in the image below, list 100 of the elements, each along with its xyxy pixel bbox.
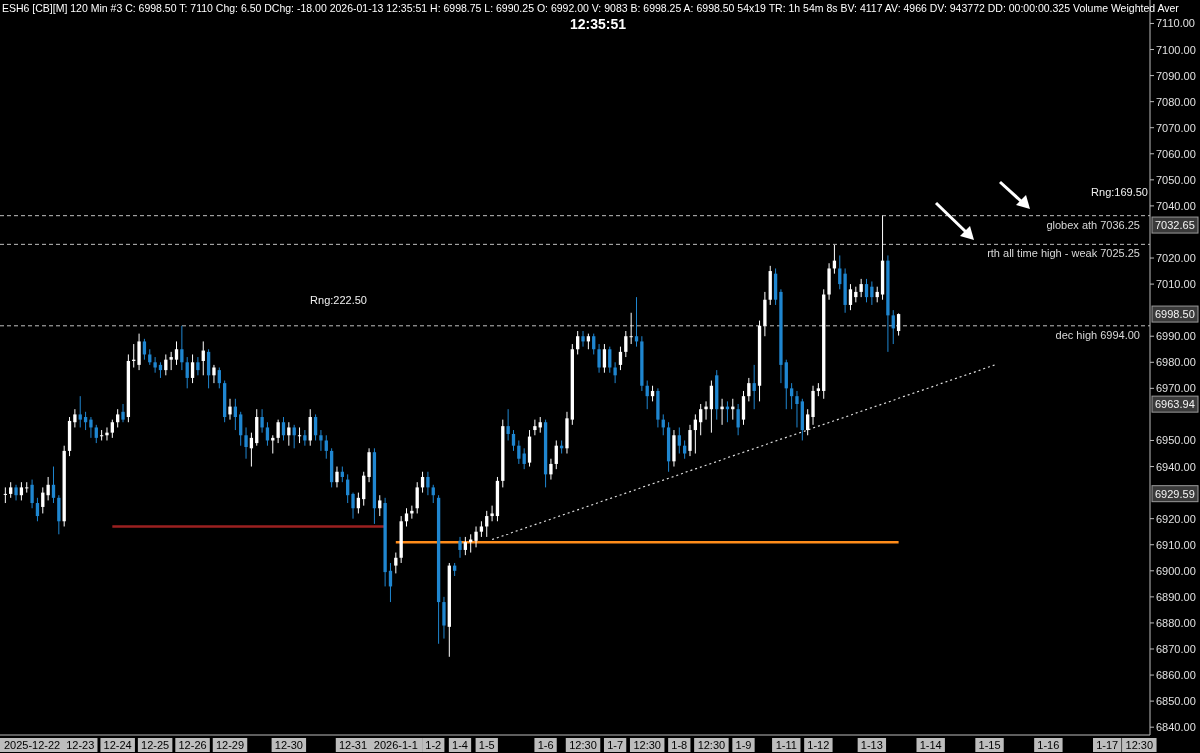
candlestick: [463, 536, 468, 556]
candlestick: [116, 408, 120, 428]
candlestick: [153, 356, 157, 374]
candlestick: [351, 492, 355, 520]
candlestick: [741, 390, 746, 426]
candlestick: [533, 419, 537, 436]
y-tick-label: 7020.00: [1156, 252, 1196, 265]
candlestick: [613, 361, 617, 384]
x-tick-label: 12-25: [141, 739, 170, 751]
x-tick-label: 1-15: [978, 739, 1001, 751]
y-tick-label: 7070.00: [1156, 121, 1196, 134]
candlestick: [581, 330, 585, 348]
candlestick: [549, 458, 553, 481]
x-tick-label: 1-16: [1037, 739, 1060, 751]
candlestick: [624, 330, 628, 358]
candlestick: [629, 312, 633, 345]
y-tick-label: 7080.00: [1156, 95, 1196, 108]
line-series: [491, 364, 996, 541]
x-tick-label: 1-9: [735, 739, 752, 751]
candlestick: [265, 421, 270, 447]
candlestick: [789, 382, 794, 410]
candlestick: [736, 403, 740, 436]
candlestick: [185, 356, 189, 389]
ref-line-label: globex ath 7036.25: [1046, 218, 1140, 231]
candlestick: [212, 364, 216, 384]
candlestick: [78, 395, 82, 428]
candlestick: [806, 408, 810, 436]
y-tick-label: 7090.00: [1156, 69, 1196, 82]
candlestick: [292, 424, 296, 449]
ref-line-label: dec high 6994.00: [1055, 328, 1140, 341]
x-tick-label: 1-4: [452, 739, 468, 751]
candlestick: [30, 479, 34, 509]
x-tick-label: 12-30: [274, 739, 303, 751]
candlestick: [180, 325, 184, 371]
x-tick-label: 12-26: [178, 739, 207, 751]
candlestick: [217, 367, 221, 389]
candlestick: [287, 421, 291, 447]
candlestick: [592, 333, 596, 355]
candlestick: [848, 283, 853, 311]
annotation: Rng:169.50: [1091, 186, 1148, 198]
candlestick: [324, 434, 328, 460]
candlestick: [795, 390, 799, 428]
candlestick: [682, 439, 687, 460]
candlestick: [378, 494, 382, 517]
x-tick-label: 2025-12-22: [3, 739, 61, 751]
y2-tick-label: 6963.94: [1155, 398, 1195, 411]
candlestick: [517, 439, 521, 465]
x-tick-label: 1-2: [425, 739, 442, 751]
y-tick-label: 6920.00: [1156, 512, 1196, 525]
y-tick-label: 6850.00: [1156, 695, 1196, 708]
y-tick-label: 7050.00: [1156, 173, 1196, 186]
candlestick: [121, 403, 125, 423]
y-tick-label: 6840.00: [1156, 721, 1196, 734]
candlestick: [3, 486, 8, 504]
candlestick: [260, 408, 264, 434]
candlestick: [474, 525, 478, 548]
candlestick: [174, 340, 179, 366]
y-tick-label: 6900.00: [1156, 564, 1196, 577]
x-tick-label: 1-7: [607, 739, 624, 751]
x-tick-label: 1-12: [807, 739, 830, 751]
candlestick: [394, 552, 398, 574]
annotation: Rng:222.50: [310, 294, 367, 306]
candlestick: [335, 466, 339, 488]
y-tick-label: 6990.00: [1156, 330, 1196, 343]
chart-title: ESH6 [CB][M] 120 Min #3 C: 6998.50 T: 7110 Chg: 6.50 DChg: -18.00 2026-01-13 12:35:51 H: 6998.75 L: 6990.25 O: 6992.00 V: 9083 B: 6998.25 A: 6998.50 54x19 TR: 1h 54m 8s BV: 4117 AV: 4966 DV: 943772 DD: 00:00:00.325 Volume Weighted Aver: [2, 2, 1180, 14]
ref-line-label: rth all time high - weak 7025.25: [987, 247, 1140, 260]
candlestick: [46, 476, 50, 501]
y-tick-label: 7110.00: [1156, 17, 1195, 30]
candlestick: [458, 536, 462, 559]
x-tick-label: 1-13: [860, 739, 883, 751]
y-tick-label: 7100.00: [1156, 43, 1196, 56]
candlestick: [859, 278, 863, 298]
candlestick: [608, 346, 612, 374]
candlestick: [19, 481, 24, 501]
candlestick: [490, 505, 494, 522]
x-tick-label: 12:30: [569, 739, 597, 751]
candlestick: [51, 466, 56, 504]
candlestick: [276, 419, 280, 444]
candlestick: [511, 429, 516, 452]
y-tick-label: 6950.00: [1156, 434, 1196, 447]
candlestick: [196, 356, 200, 376]
y-tick-label: 6970.00: [1156, 382, 1196, 395]
candlestick: [688, 424, 692, 457]
candlestick: [891, 309, 895, 345]
x-tick-label: 1-17: [1096, 739, 1119, 751]
x-tick-label: 12-31: [338, 739, 368, 751]
candlestick: [319, 429, 323, 452]
x-tick-label: 1-14: [919, 739, 942, 751]
candlestick: [677, 426, 681, 455]
y2-tick-label: 6998.50: [1155, 308, 1195, 321]
x-tick-label: 1-8: [671, 739, 688, 751]
candlestick: [870, 280, 874, 306]
y-tick-label: 6860.00: [1156, 669, 1196, 682]
y-tick-label: 6940.00: [1156, 460, 1196, 473]
x-tick-label: 12:30: [697, 739, 726, 751]
candlestick: [228, 398, 232, 421]
candlestick: [752, 364, 756, 410]
x-tick-label: 12:30: [1125, 739, 1154, 751]
x-tick-label: 1-11: [775, 739, 797, 751]
candlestick: [297, 426, 302, 444]
